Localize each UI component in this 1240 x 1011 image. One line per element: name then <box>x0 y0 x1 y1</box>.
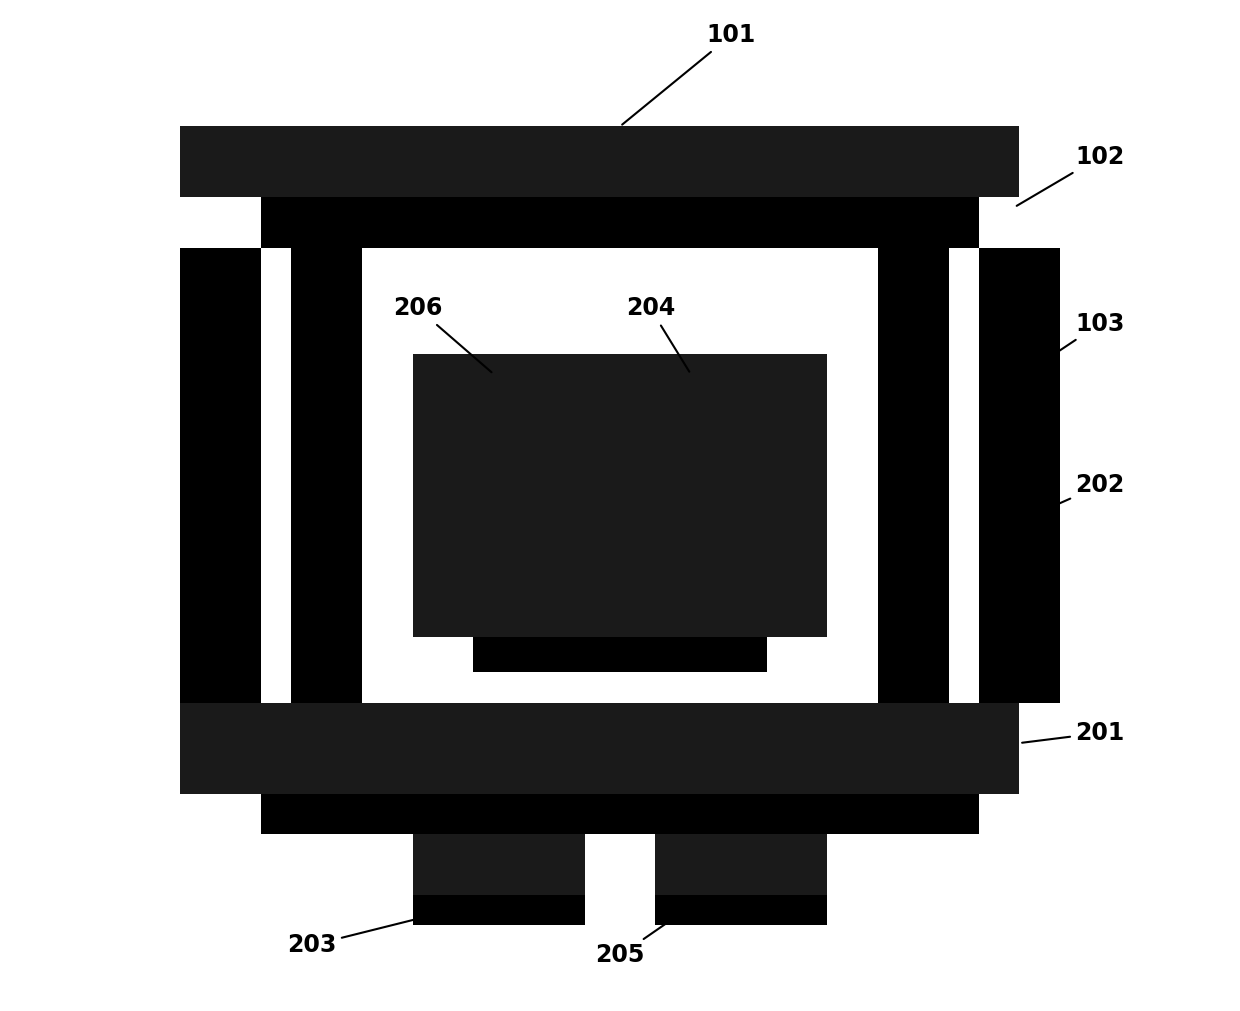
Bar <box>291 248 362 703</box>
Bar <box>978 248 1060 703</box>
Text: 204: 204 <box>626 296 689 372</box>
Bar <box>413 834 584 895</box>
Bar <box>180 248 262 703</box>
Text: 201: 201 <box>1022 721 1125 745</box>
Bar <box>474 637 766 672</box>
Text: 206: 206 <box>393 296 491 372</box>
Bar <box>878 248 949 703</box>
Text: 203: 203 <box>286 911 450 957</box>
Bar <box>180 126 1019 197</box>
Text: 101: 101 <box>622 23 756 124</box>
Bar <box>656 895 827 925</box>
Bar <box>656 834 827 895</box>
Text: 102: 102 <box>1017 145 1125 206</box>
Bar <box>413 895 584 925</box>
Bar <box>180 703 1019 794</box>
Text: 202: 202 <box>1058 473 1125 504</box>
Bar <box>413 354 827 637</box>
Bar <box>262 794 978 834</box>
Text: 103: 103 <box>981 311 1125 402</box>
Bar <box>262 197 978 248</box>
Text: 205: 205 <box>595 912 683 968</box>
